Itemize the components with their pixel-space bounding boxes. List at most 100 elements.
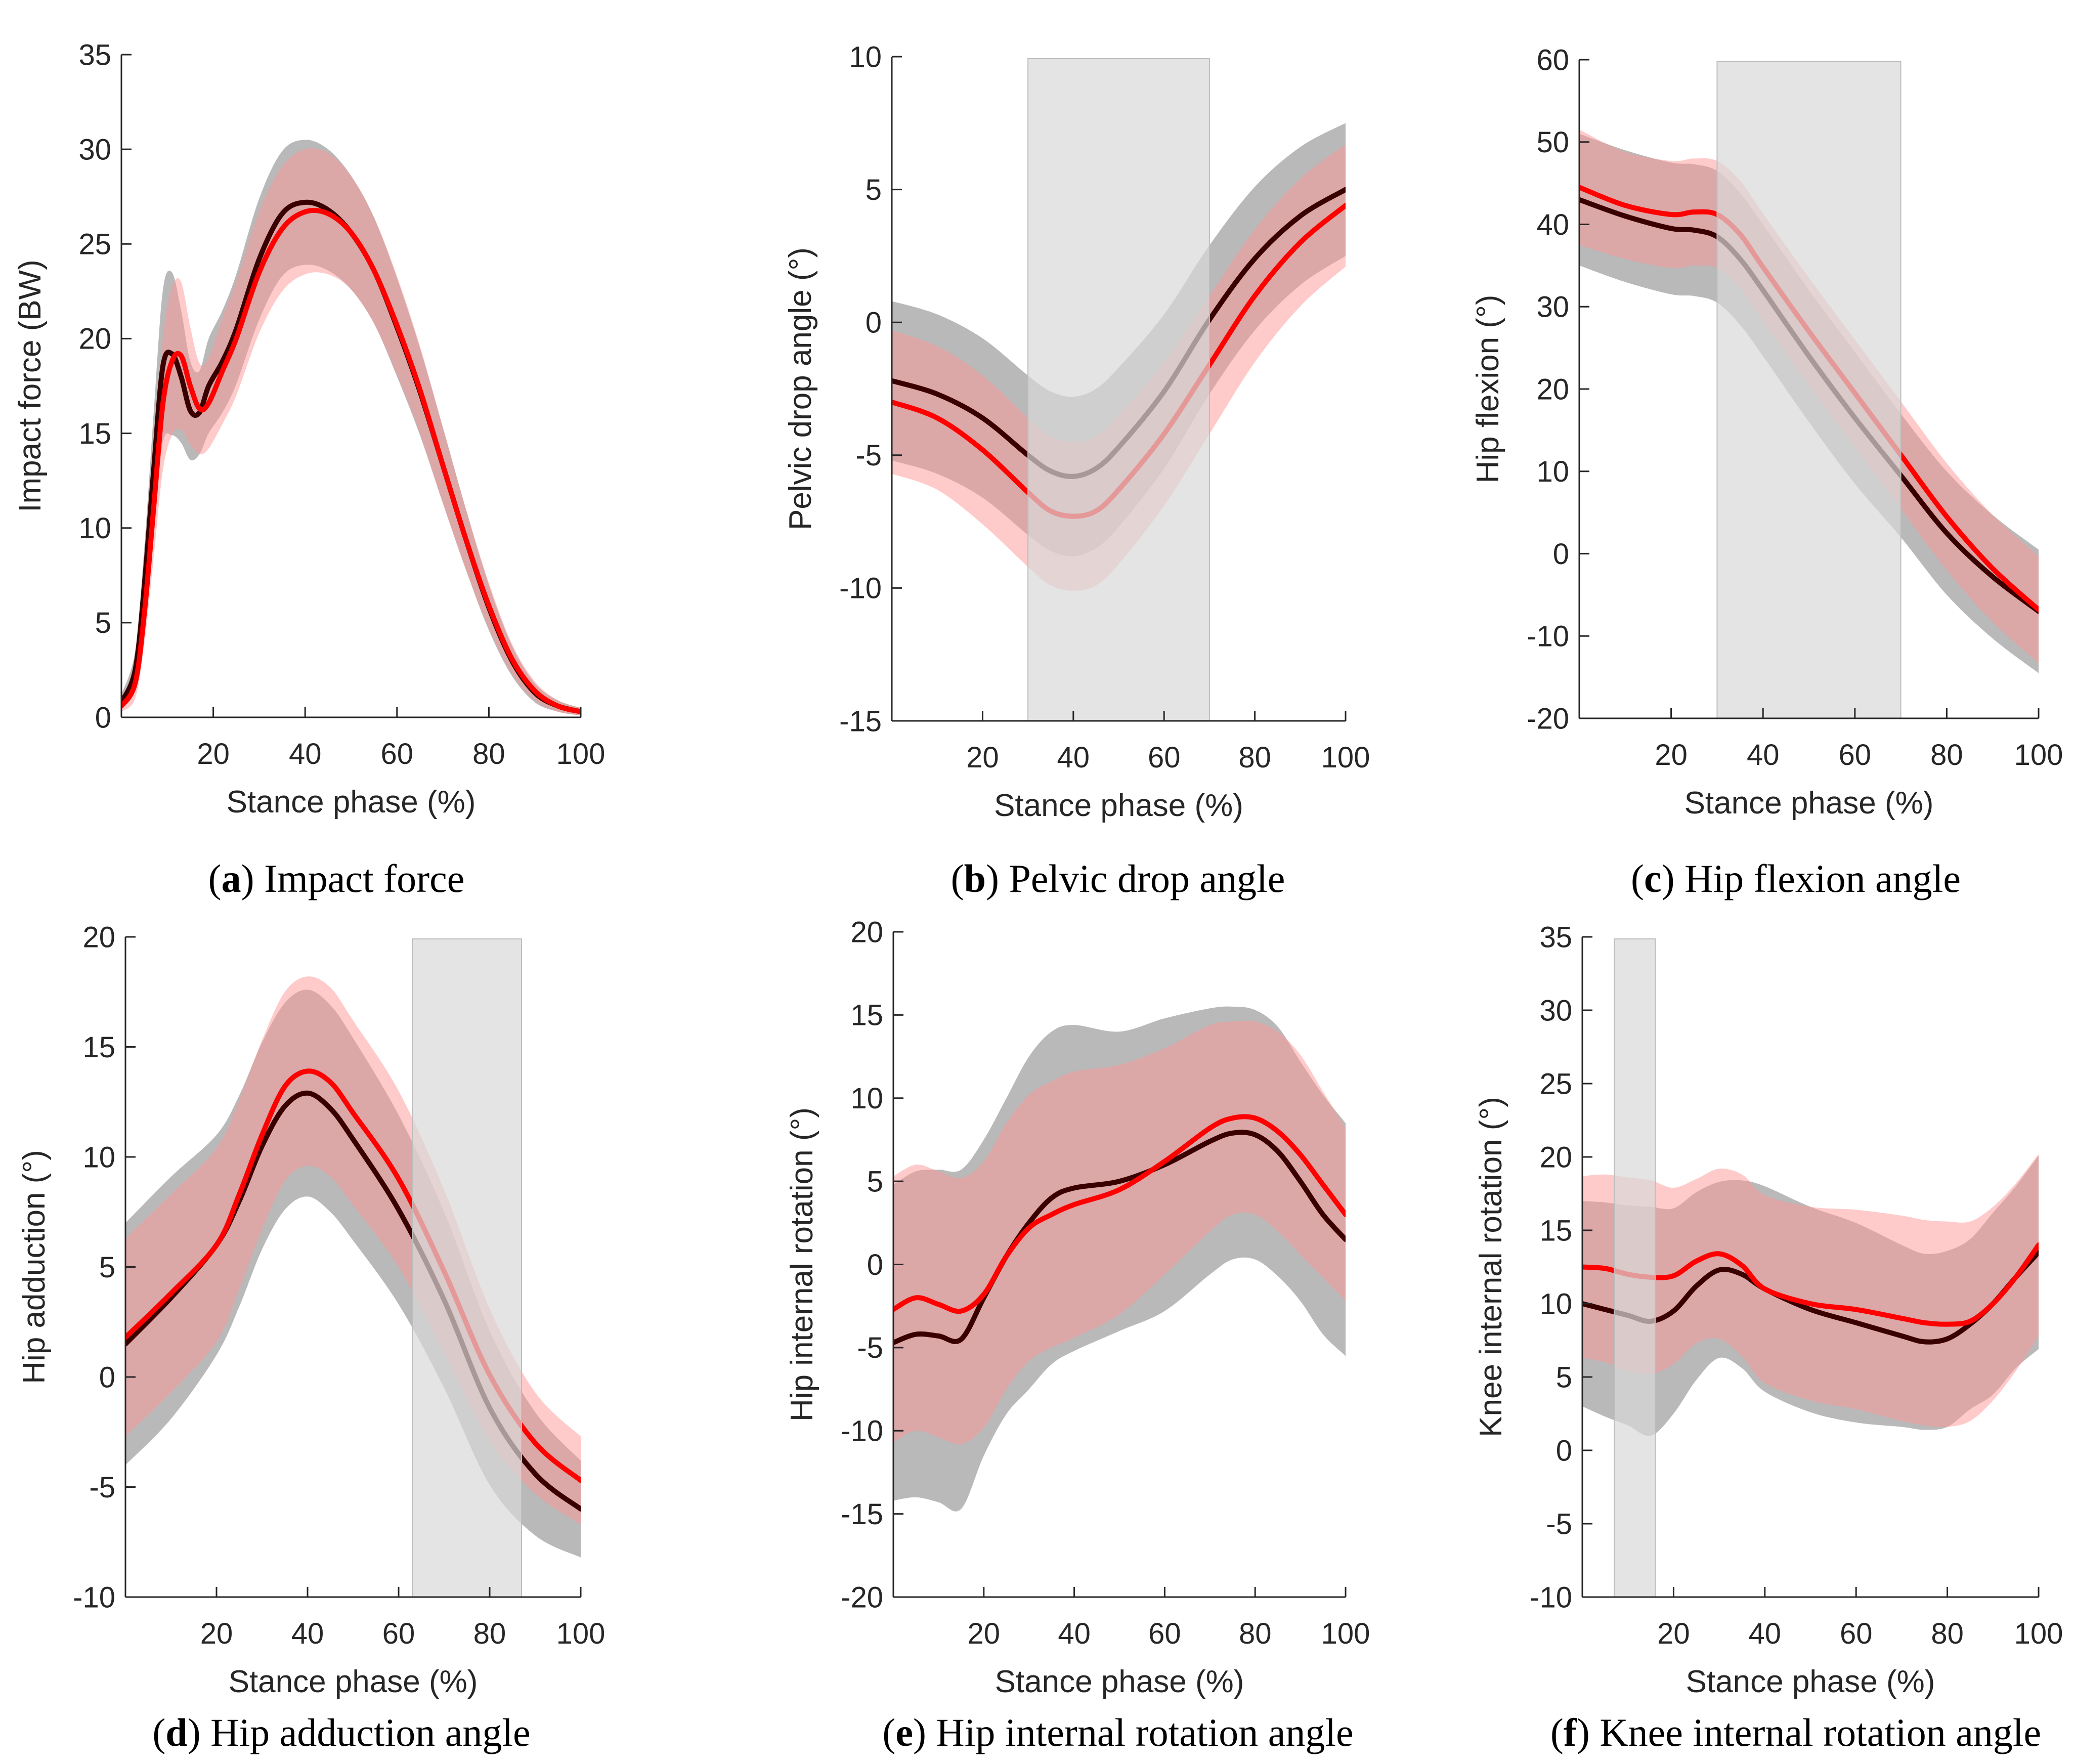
sd-band-group-2 (892, 144, 1346, 591)
y-tick-label: 5 (1556, 1361, 1572, 1394)
y-tick-label: 5 (866, 174, 882, 206)
x-tick-label: 80 (1239, 1617, 1272, 1650)
x-tick-label: 80 (472, 738, 505, 770)
significance-region (1614, 938, 1656, 1597)
y-tick-label: -10 (73, 1581, 115, 1614)
x-tick-label: 100 (556, 1617, 606, 1650)
y-tick-label: 40 (1536, 208, 1569, 241)
y-tick-label: 10 (82, 1141, 115, 1174)
x-tick-label: 100 (556, 738, 606, 770)
y-tick-label: -10 (841, 1415, 883, 1448)
y-tick-label: 10 (850, 1082, 883, 1115)
x-tick-label: 80 (1238, 741, 1271, 774)
x-tick-label: 60 (382, 1617, 415, 1650)
y-tick-label: 5 (867, 1165, 883, 1198)
mean-line-group-2 (893, 1114, 1346, 1314)
plot-area (1579, 61, 2039, 718)
y-tick-label: 30 (78, 133, 111, 166)
significance-region (1027, 58, 1210, 721)
y-tick-label: 15 (1539, 1214, 1572, 1247)
x-tick-label: 100 (1321, 741, 1370, 774)
y-tick-label: 35 (1539, 921, 1572, 954)
sd-band-group-2 (121, 148, 581, 716)
x-tick-label: 20 (966, 741, 999, 774)
x-tick-label: 60 (1840, 1617, 1873, 1650)
chart-a: 0 5 10 15 20 25 30 35 20 40 60 80 100 Stance phase (%… (13, 38, 605, 820)
x-tick-label: 40 (1057, 741, 1090, 774)
x-tick-label: 60 (381, 738, 414, 770)
x-tick-label: 40 (291, 1617, 324, 1650)
caption-c: (c) Hip flexion angle (1631, 856, 1961, 900)
y-axis-label: Knee internal rotation (°) (1474, 1097, 1508, 1437)
x-axis-label: Stance phase (%) (229, 1664, 478, 1699)
mean-line-group-1 (893, 1130, 1346, 1345)
y-tick-label: 20 (78, 323, 111, 356)
axes: -20 -15 -10 -5 0 5 10 15 20 20 40 60 80 100 Stance pha… (785, 916, 1370, 1699)
y-tick-label: 0 (866, 307, 882, 339)
y-tick-label: 35 (78, 38, 111, 71)
plot-area (893, 1006, 1346, 1512)
y-tick-label: 0 (1556, 1434, 1572, 1467)
x-axis-label: Stance phase (%) (1686, 1664, 1935, 1699)
y-tick-label: 25 (78, 228, 111, 261)
y-tick-label: 30 (1536, 291, 1569, 324)
x-tick-label: 100 (2014, 1617, 2063, 1650)
y-axis-label: Hip flexion (°) (1471, 295, 1505, 484)
y-tick-label: 30 (1539, 994, 1572, 1027)
sd-band-group-2 (1582, 1154, 2039, 1428)
plot-area (892, 58, 1346, 721)
y-tick-label: 10 (1536, 455, 1569, 488)
y-tick-label: 0 (867, 1249, 883, 1281)
x-tick-label: 20 (968, 1617, 1001, 1650)
y-tick-label: 15 (850, 999, 883, 1032)
x-axis-label: Stance phase (%) (1684, 786, 1934, 821)
y-tick-label: 25 (1539, 1067, 1572, 1100)
caption-e: (e) Hip internal rotation angle (882, 1710, 1354, 1754)
plot-area (1582, 938, 2039, 1597)
y-tick-label: 5 (95, 607, 111, 639)
y-tick-label: -15 (839, 705, 882, 738)
y-tick-label: 15 (78, 417, 111, 450)
x-tick-label: 60 (1148, 741, 1181, 774)
y-tick-label: 20 (850, 916, 883, 949)
y-tick-label: -15 (841, 1498, 883, 1531)
x-tick-label: 20 (197, 738, 230, 770)
x-axis-label: Stance phase (%) (994, 788, 1243, 823)
x-tick-label: 20 (1655, 739, 1688, 771)
x-tick-label: 80 (1930, 739, 1963, 771)
chart-f: -10 -5 0 5 10 15 20 25 30 35 20 40 60 80 100 Stance pha… (1474, 921, 2063, 1699)
y-tick-label: 20 (82, 921, 115, 954)
x-tick-label: 20 (1657, 1617, 1690, 1650)
sd-band-group-2 (893, 1020, 1346, 1445)
axes: -20 -10 0 10 20 30 40 50 60 20 40 60 80 100 Stance pha… (1471, 44, 2063, 821)
x-tick-label: 60 (1148, 1617, 1181, 1650)
x-tick-label: 100 (1321, 1617, 1370, 1650)
plot-area (125, 938, 581, 1597)
y-tick-label: 0 (99, 1361, 115, 1394)
y-axis-label: Hip adduction (°) (17, 1150, 52, 1384)
x-tick-label: 20 (200, 1617, 233, 1650)
chart-c: -20 -10 0 10 20 30 40 50 60 20 40 60 80 100 Stance pha… (1471, 44, 2063, 821)
x-tick-label: 40 (1747, 739, 1780, 771)
y-tick-label: -5 (1546, 1508, 1572, 1540)
x-tick-label: 80 (473, 1617, 506, 1650)
chart-b: -15 -10 -5 0 5 10 20 40 60 80 100 Stance phase (%) P… (783, 40, 1370, 823)
caption-b: (b) Pelvic drop angle (950, 856, 1285, 900)
mean-line-group-2 (121, 207, 581, 714)
axes: -10 -5 0 5 10 15 20 25 30 35 20 40 60 80 100 Stance pha… (1474, 921, 2063, 1699)
plot-area (121, 140, 581, 716)
x-axis-label: Stance phase (%) (995, 1664, 1244, 1699)
y-tick-label: 0 (95, 701, 111, 734)
y-tick-label: 5 (99, 1251, 115, 1284)
y-tick-label: 10 (849, 40, 882, 73)
caption-a: (a) Impact force (208, 856, 465, 900)
chart-d: -10 -5 0 5 10 15 20 20 40 60 80 100 Stance phase (%)… (17, 921, 605, 1699)
axes: -15 -10 -5 0 5 10 20 40 60 80 100 Stance phase (%) P… (783, 40, 1370, 823)
x-tick-label: 40 (289, 738, 322, 770)
y-tick-label: -10 (1527, 620, 1569, 653)
y-tick-label: 60 (1536, 44, 1569, 76)
y-tick-label: 20 (1539, 1141, 1572, 1174)
x-tick-label: 40 (1749, 1617, 1782, 1650)
axes: 0 5 10 15 20 25 30 35 20 40 60 80 100 Stance phase (%… (13, 38, 605, 820)
